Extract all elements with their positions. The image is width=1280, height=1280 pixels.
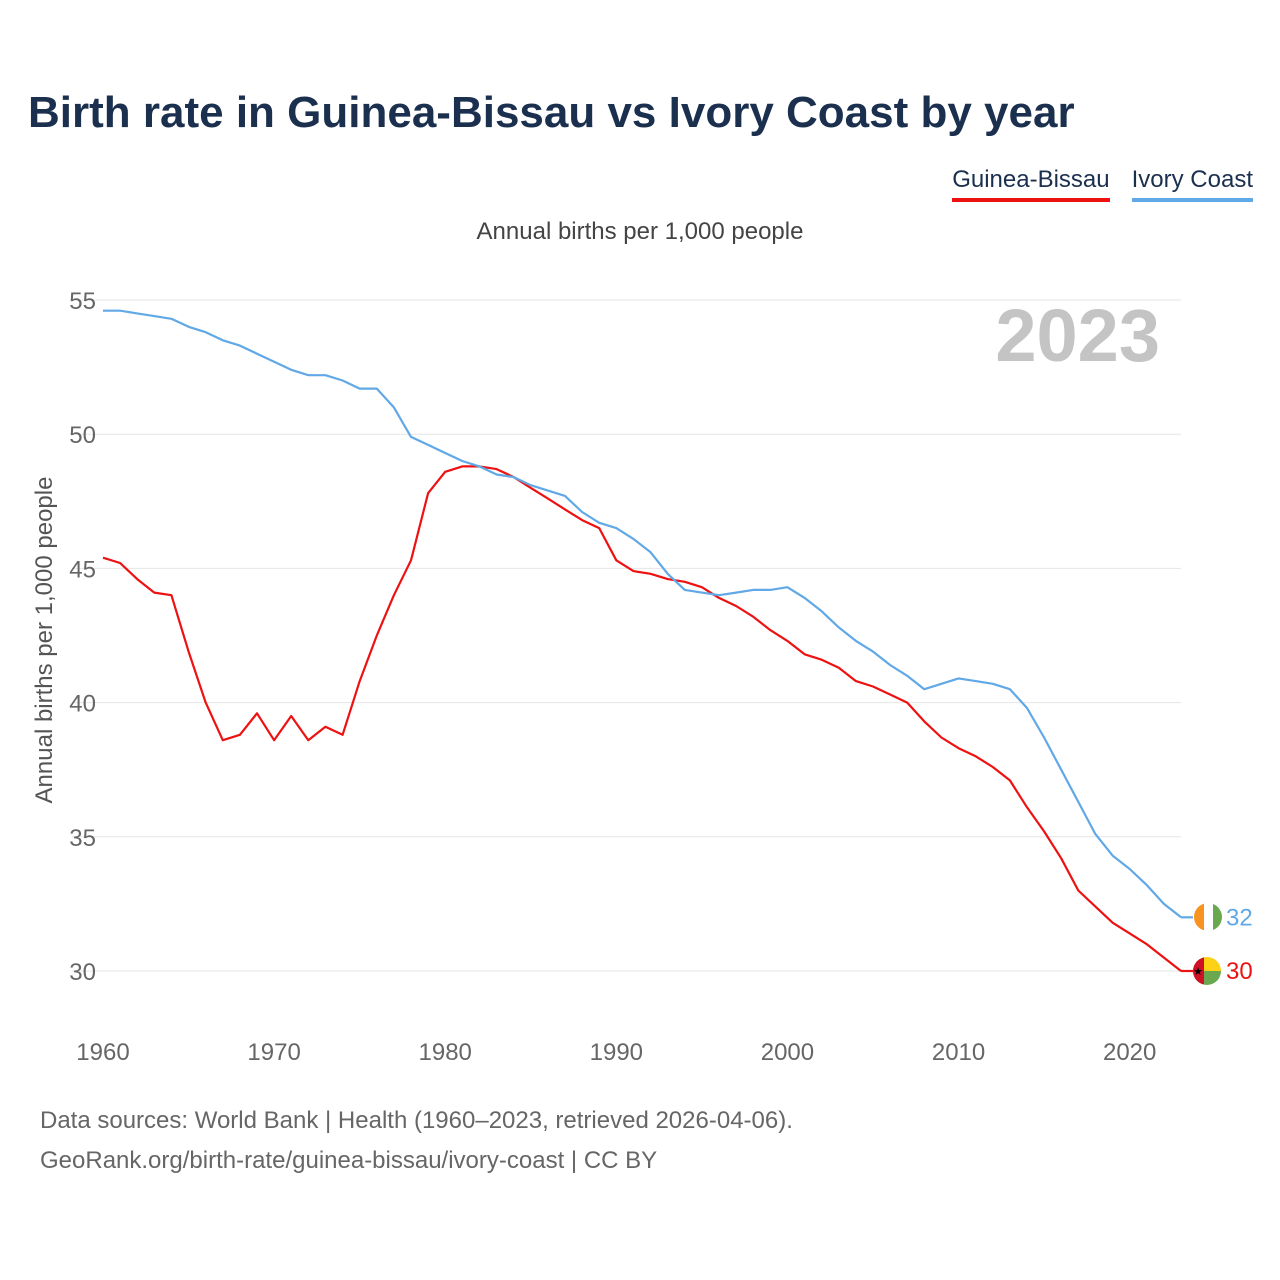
legend-item-guinea-bissau[interactable]: Guinea-Bissau	[952, 166, 1110, 202]
chart-title: Birth rate in Guinea-Bissau vs Ivory Coa…	[28, 88, 1075, 137]
y-axis-ticks: 30 35 40 45 50 55	[69, 288, 96, 986]
year-watermark: 2023	[995, 294, 1160, 377]
end-markers: ★	[1193, 903, 1222, 985]
series-lines	[102, 309, 1193, 973]
x-tick-label: 1980	[419, 1039, 472, 1066]
grid-lines	[72, 299, 1181, 972]
y-tick-label: 50	[69, 422, 96, 449]
y-tick-label: 55	[69, 288, 96, 315]
legend: Guinea-Bissau Ivory Coast	[952, 166, 1253, 202]
y-tick-label: 35	[69, 825, 96, 852]
line-chart: 2023 30 35 40 45 50 55 1960 1970 1980 1990 2000 20…	[31, 288, 1253, 1066]
x-tick-label: 1960	[76, 1039, 129, 1066]
legend-item-ivory-coast[interactable]: Ivory Coast	[1131, 166, 1253, 202]
x-tick-label: 2010	[932, 1039, 985, 1066]
series-line-ivory-coast	[103, 309, 1182, 919]
chart-subtitle: Annual births per 1,000 people	[476, 218, 804, 245]
x-tick-label: 2000	[761, 1039, 814, 1066]
end-labels: 30 32	[1226, 904, 1253, 985]
end-label-ivory-coast: 32	[1226, 904, 1253, 931]
footer-attribution[interactable]: GeoRank.org/birth-rate/guinea-bissau/ivo…	[40, 1147, 658, 1174]
ivory-coast-flag-icon	[1194, 903, 1222, 931]
y-tick-label: 45	[69, 556, 96, 583]
footer-sources: Data sources: World Bank | Health (1960–…	[40, 1107, 793, 1134]
y-axis-label: Annual births per 1,000 people	[31, 477, 58, 804]
x-axis-ticks: 1960 1970 1980 1990 2000 2010 2020	[76, 1039, 1156, 1066]
series-line-guinea-bissau	[102, 465, 1182, 972]
x-tick-label: 1970	[247, 1039, 300, 1066]
x-tick-label: 2020	[1103, 1039, 1156, 1066]
svg-text:★: ★	[1193, 965, 1203, 978]
y-tick-label: 40	[69, 691, 96, 718]
guinea-bissau-flag-icon: ★	[1193, 957, 1221, 985]
end-label-guinea-bissau: 30	[1226, 958, 1253, 985]
x-tick-label: 1990	[590, 1039, 643, 1066]
y-tick-label: 30	[69, 959, 96, 986]
